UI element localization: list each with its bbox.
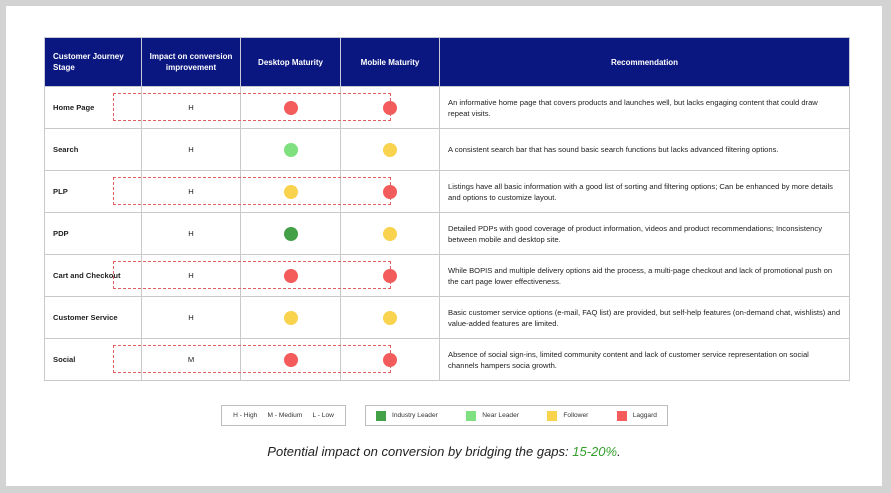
legend-swatch (547, 410, 558, 421)
desktop-maturity-dot (283, 184, 298, 199)
recommendation-cell: Basic customer service options (e-mail, … (439, 296, 850, 339)
legend-medium: M - Medium (267, 412, 303, 419)
impact-cell: M (141, 338, 241, 381)
legend-swatch (616, 410, 627, 421)
mobile-maturity-dot (383, 100, 397, 115)
recommendation-cell: Listings have all basic information with… (439, 170, 850, 213)
journey-maturity-table: Customer Journey Stage Impact on convers… (44, 37, 850, 381)
table-row: Customer Service H Basic customer service … (44, 296, 850, 339)
desktop-maturity-cell (240, 296, 341, 339)
table-row: Search H A consistent search bar that has … (44, 128, 850, 171)
impact-cell: H (141, 254, 241, 297)
legend-item: Industry Leader (376, 410, 438, 421)
impact-cell: H (141, 170, 241, 213)
recommendation-cell: An informative home page that covers pro… (439, 86, 850, 129)
footer-text: Potential impact on conversion by bridgi… (267, 444, 573, 459)
desktop-maturity-dot (283, 142, 298, 157)
legend-item: Near Leader (466, 410, 519, 421)
desktop-maturity-cell (240, 254, 341, 297)
mobile-maturity-dot (383, 142, 397, 157)
recommendation-cell: While BOPIS and multiple delivery option… (439, 254, 850, 297)
footer-suffix: . (617, 444, 621, 459)
header-stage: Customer Journey Stage (44, 37, 142, 87)
mobile-maturity-dot (383, 184, 397, 199)
stage-cell: Home Page (44, 86, 142, 129)
mobile-maturity-cell (340, 128, 440, 171)
desktop-maturity-cell (240, 128, 341, 171)
table-row: PDP H Detailed PDPs with good coverage of … (44, 212, 850, 255)
desktop-maturity-cell (240, 212, 341, 255)
recommendation-cell: A consistent search bar that has sound b… (439, 128, 850, 171)
footer-note: Potential impact on conversion by bridgi… (6, 444, 882, 459)
stage-cell: Social (44, 338, 142, 381)
impact-cell: H (141, 296, 241, 339)
legend-label: Laggard (632, 412, 657, 419)
legend-swatch (376, 410, 386, 421)
mobile-maturity-cell (340, 296, 440, 339)
table-row: Home Page H An informative home page that … (44, 86, 850, 129)
desktop-maturity-dot (283, 226, 298, 241)
table-row: Social M Absence of social sign-ins, limit… (44, 338, 850, 381)
legend-swatch (466, 410, 477, 421)
mobile-maturity-cell (340, 86, 440, 129)
footer-value: 15-20% (572, 444, 618, 459)
stage-cell: Search (44, 128, 142, 171)
recommendation-cell: Detailed PDPs with good coverage of prod… (439, 212, 850, 255)
maturity-legend: Industry Leader Near Leader Follower Laggar… (365, 405, 668, 426)
impact-cell: H (141, 212, 241, 255)
desktop-maturity-dot (283, 100, 298, 115)
table-row: PLP H Listings have all basic information … (44, 170, 850, 213)
stage-cell: PDP (44, 212, 142, 255)
table-header-row: Customer Journey Stage Impact on convers… (44, 37, 850, 87)
table-row: Cart and Checkout H While BOPIS and multip… (44, 254, 850, 297)
desktop-maturity-dot (283, 352, 298, 367)
stage-cell: PLP (44, 170, 142, 213)
header-recommendation: Recommendation (439, 37, 850, 87)
mobile-maturity-dot (383, 226, 397, 241)
recommendation-cell: Absence of social sign-ins, limited comm… (439, 338, 850, 381)
stage-cell: Cart and Checkout (44, 254, 142, 297)
slide-card: Customer Journey Stage Impact on convers… (6, 6, 882, 486)
mobile-maturity-cell (340, 170, 440, 213)
mobile-maturity-cell (340, 338, 440, 381)
impact-legend: H - High M - Medium L - Low (221, 405, 346, 426)
mobile-maturity-dot (383, 352, 397, 367)
impact-cell: H (141, 128, 241, 171)
mobile-maturity-dot (383, 268, 397, 283)
desktop-maturity-cell (240, 338, 341, 381)
legend-low: L - Low (312, 412, 334, 419)
legend-item: Laggard (616, 410, 657, 421)
desktop-maturity-cell (240, 86, 341, 129)
mobile-maturity-cell (340, 212, 440, 255)
legend-high: H - High (233, 412, 258, 419)
mobile-maturity-cell (340, 254, 440, 297)
desktop-maturity-cell (240, 170, 341, 213)
desktop-maturity-dot (283, 310, 298, 325)
mobile-maturity-dot (383, 310, 397, 325)
legend-item: Follower (547, 410, 589, 421)
stage-cell: Customer Service (44, 296, 142, 339)
legend-label: Industry Leader (392, 412, 438, 419)
impact-cell: H (141, 86, 241, 129)
desktop-maturity-dot (283, 268, 298, 283)
header-mobile: Mobile Maturity (340, 37, 440, 87)
legend-label: Near Leader (482, 412, 519, 419)
header-desktop: Desktop Maturity (240, 37, 341, 87)
legend-label: Follower (563, 412, 589, 419)
header-impact: Impact on conversion improvement (141, 37, 241, 87)
